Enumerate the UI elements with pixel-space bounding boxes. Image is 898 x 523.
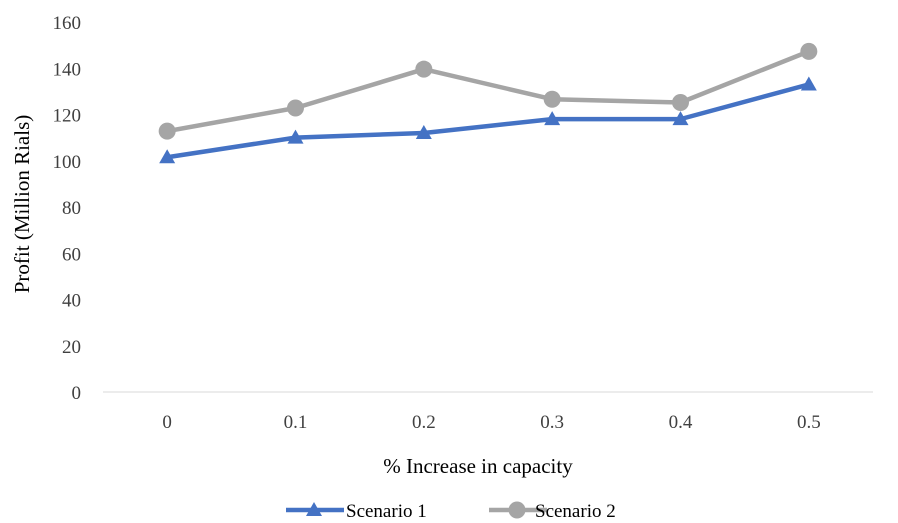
data-point-triangle (672, 111, 689, 126)
legend-label-2: Scenario 2 (535, 501, 616, 522)
legend-marker-circle (508, 501, 526, 519)
x-tick-label: 0.5 (797, 412, 821, 433)
x-tick-label: 0.4 (669, 412, 693, 433)
y-tick-label: 0 (72, 383, 82, 404)
data-point-circle (543, 90, 561, 108)
data-point-triangle (287, 129, 304, 144)
y-axis-title: Profit (Million Rials) (10, 115, 34, 294)
data-point-triangle (159, 149, 176, 164)
y-tick-label: 160 (53, 13, 82, 34)
y-tick-label: 60 (62, 244, 81, 265)
y-tick-label: 80 (62, 198, 81, 219)
data-point-triangle (800, 76, 817, 91)
x-tick-label: 0.3 (540, 412, 564, 433)
x-tick-label: 0 (162, 412, 172, 433)
data-point-circle (415, 60, 433, 78)
y-tick-label: 140 (53, 59, 82, 80)
x-tick-label: 0.2 (412, 412, 436, 433)
y-tick-label: 40 (62, 291, 81, 312)
data-point-circle (158, 122, 176, 140)
legend-label-1: Scenario 1 (346, 501, 427, 522)
series-line-2 (166, 49, 810, 134)
series-line-1 (166, 82, 810, 160)
y-tick-label: 20 (62, 337, 81, 358)
y-tick-label: 100 (53, 152, 82, 173)
data-point-circle (800, 42, 818, 60)
data-point-triangle (544, 111, 561, 126)
legend: Scenario 1 Scenario 2 (286, 501, 616, 522)
x-axis-title: % Increase in capacity (383, 454, 573, 478)
data-point-circle (287, 99, 304, 117)
plot-area: 0 20 40 60 80 100 120 140 160 0 0.1 0.2 0.3 0.4 0.5 (53, 13, 873, 433)
data-point-triangle (415, 125, 432, 139)
data-point-circle (672, 93, 689, 111)
legend-marker-triangle (306, 502, 322, 516)
y-tick-label: 120 (53, 106, 82, 127)
x-tick-label: 0.1 (284, 412, 308, 433)
